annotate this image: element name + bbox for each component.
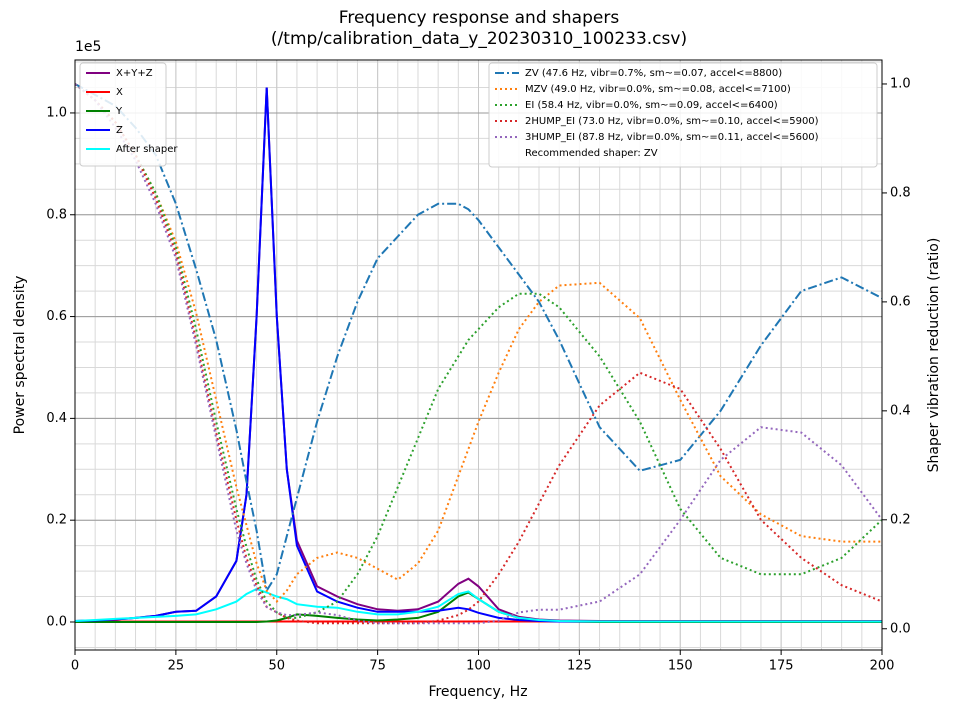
x-tick-label: 50 <box>268 659 285 674</box>
x-tick-label: 0 <box>71 659 79 674</box>
legend-label: After shaper <box>116 144 178 155</box>
x-tick-label: 100 <box>466 659 491 674</box>
y2-tick-label: 0.4 <box>890 403 911 418</box>
series-line <box>75 83 882 603</box>
y2-tick-label: 1.0 <box>890 76 911 91</box>
x-tick-label: 125 <box>567 659 592 674</box>
y2-tick-label: 0.0 <box>890 621 911 636</box>
y2-tick-label: 0.6 <box>890 294 911 309</box>
legend-label: Z <box>116 125 123 136</box>
y-tick-label: 1.0 <box>46 105 67 120</box>
x-tick-label: 175 <box>769 659 794 674</box>
legend-label: 2HUMP_EI (73.0 Hz, vibr=0.0%, sm~=0.10, … <box>525 116 819 127</box>
x-tick-label: 75 <box>369 659 386 674</box>
y-tick-label: 0.8 <box>46 207 67 222</box>
y2-tick-label: 0.8 <box>890 185 911 200</box>
legend-box <box>488 62 878 168</box>
y2-tick-label: 0.2 <box>890 512 911 527</box>
series-line <box>75 83 882 625</box>
legend-label: EI (58.4 Hz, vibr=0.0%, sm~=0.09, accel<… <box>525 100 778 111</box>
chart-title: Frequency response and shapers <box>339 8 620 28</box>
x-axis-label: Frequency, Hz <box>428 684 527 700</box>
legend-label: X <box>116 87 123 98</box>
y-tick-label: 0.6 <box>46 309 67 324</box>
y-tick-label: 0.0 <box>46 615 67 630</box>
legend-label: MZV (49.0 Hz, vibr=0.0%, sm~=0.08, accel… <box>525 84 791 95</box>
legend-label: X+Y+Z <box>116 68 153 79</box>
chart-subtitle: (/tmp/calibration_data_y_20230310_100233… <box>271 29 687 49</box>
x-tick-label: 25 <box>168 659 185 674</box>
plot-frame <box>74 59 883 651</box>
x-tick-label: 200 <box>870 659 895 674</box>
y-axis-label: Power spectral density <box>12 276 28 435</box>
legend-label: 3HUMP_EI (87.8 Hz, vibr=0.0%, sm~=0.11, … <box>525 132 819 143</box>
legend-note: Recommended shaper: ZV <box>525 148 658 159</box>
x-tick-label: 150 <box>668 659 693 674</box>
legend-box <box>79 62 167 167</box>
legend-label: Y <box>115 106 123 117</box>
y-tick-label: 0.4 <box>46 411 67 426</box>
y-offset-label: 1e5 <box>75 39 101 55</box>
series-line <box>75 587 882 623</box>
legend-label: ZV (47.6 Hz, vibr=0.7%, sm~=0.07, accel<… <box>525 68 782 79</box>
y2-axis-label: Shaper vibration reduction (ratio) <box>926 238 942 473</box>
y-tick-label: 0.2 <box>46 513 67 528</box>
